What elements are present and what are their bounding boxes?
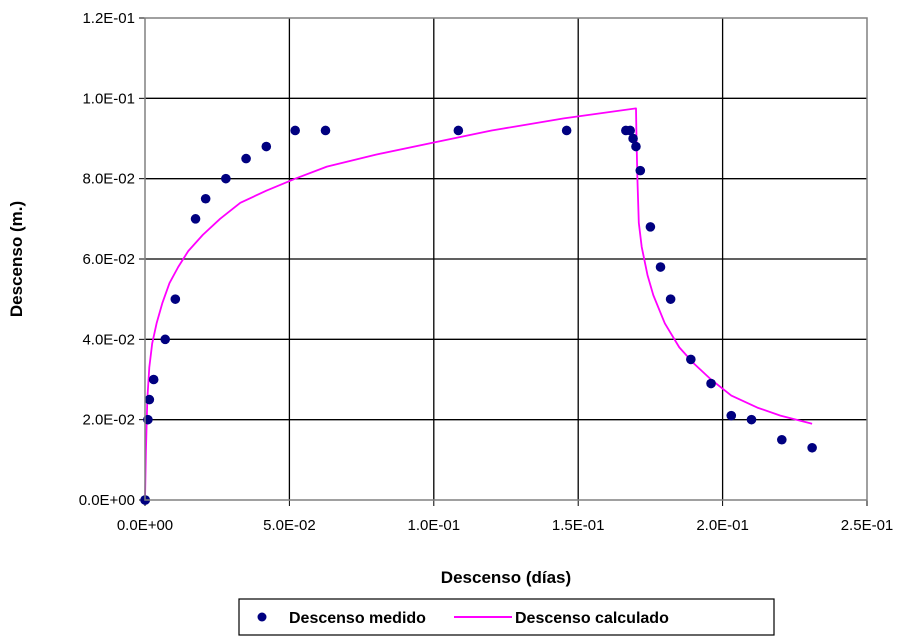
legend: Descenso medido Descenso calculado — [238, 598, 775, 636]
data-point-descenso-medido — [746, 414, 757, 425]
legend-marker-measured — [257, 612, 267, 622]
series-layer — [140, 107, 817, 505]
y-tick-label: 4.0E-02 — [82, 331, 135, 348]
data-point-descenso-medido — [665, 294, 676, 304]
x-tick-label: 5.0E-02 — [263, 517, 316, 534]
y-tick-label: 6.0E-02 — [82, 251, 135, 268]
data-point-descenso-medido — [726, 410, 737, 421]
data-point-descenso-medido — [625, 125, 635, 136]
data-point-descenso-medido — [655, 262, 666, 272]
data-point-descenso-medido — [148, 374, 159, 385]
data-point-descenso-medido — [290, 125, 300, 136]
data-point-descenso-medido — [561, 125, 572, 136]
data-point-descenso-medido — [645, 222, 656, 232]
grid-lines — [145, 18, 867, 500]
data-point-descenso-medido — [190, 214, 201, 224]
x-tick-label: 1.5E-01 — [552, 517, 605, 534]
data-point-descenso-medido — [261, 141, 272, 152]
data-point-descenso-medido — [200, 193, 211, 204]
legend-label-calculated: Descenso calculado — [515, 610, 669, 627]
data-point-descenso-medido — [807, 442, 817, 453]
data-point-descenso-medido — [686, 354, 696, 365]
data-point-descenso-medido — [170, 294, 181, 304]
data-point-descenso-medido — [635, 165, 646, 176]
series-line-descenso-calculado — [144, 107, 813, 501]
x-tick-label: 2.5E-01 — [841, 517, 894, 534]
x-axis-title: Descenso (días) — [441, 568, 571, 587]
plot-border — [144, 17, 868, 501]
y-axis-ticks: 0.0E+00 2.0E-02 4.0E-02 6.0E-02 8.0E-02 1.0E-… — [79, 10, 145, 509]
y-tick-label: 1.0E-01 — [82, 90, 135, 107]
data-point-descenso-medido — [777, 434, 787, 445]
data-point-descenso-medido — [320, 125, 331, 136]
x-tick-label: 0.0E+00 — [117, 517, 173, 534]
y-tick-label: 0.0E+00 — [79, 492, 135, 509]
data-point-descenso-medido — [221, 173, 231, 184]
y-axis-title: Descenso (m.) — [7, 201, 26, 317]
data-point-descenso-medido — [160, 334, 171, 345]
legend-label-measured: Descenso medido — [289, 610, 426, 627]
y-tick-label: 2.0E-02 — [82, 412, 135, 429]
data-point-descenso-medido — [631, 141, 641, 152]
y-tick-label: 1.2E-01 — [82, 10, 135, 27]
x-tick-label: 2.0E-01 — [696, 517, 749, 534]
x-axis-ticks: 0.0E+00 5.0E-02 1.0E-01 1.5E-01 2.0E-01 2.5E-… — [117, 500, 893, 534]
data-point-descenso-medido — [241, 153, 251, 164]
y-tick-label: 8.0E-02 — [82, 171, 135, 188]
x-tick-label: 1.0E-01 — [408, 517, 461, 534]
data-point-descenso-medido — [453, 125, 464, 136]
data-point-descenso-medido — [144, 394, 155, 405]
data-point-descenso-medido — [706, 378, 716, 389]
data-point-descenso-medido — [628, 133, 638, 144]
